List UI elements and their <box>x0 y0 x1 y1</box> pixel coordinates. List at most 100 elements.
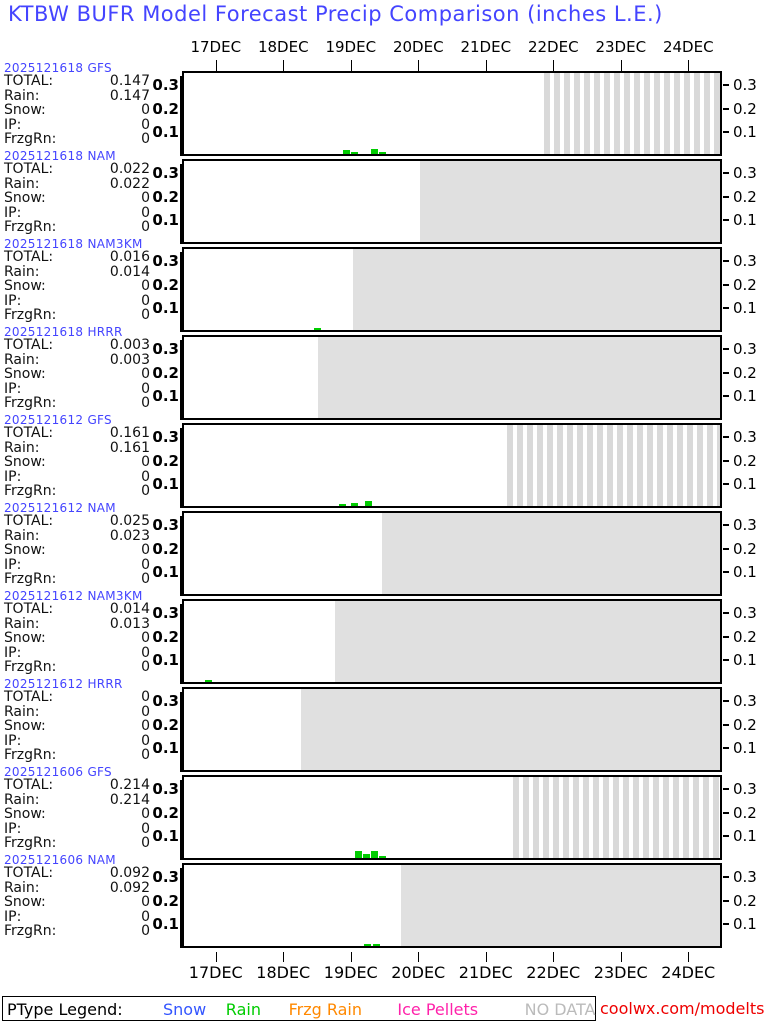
stat-key: FrzgRn: <box>4 747 57 764</box>
ptype-legend: PType Legend: Snow Rain Frzg Rain Ice Pellet… <box>0 996 768 1022</box>
top-axis-tick <box>283 60 285 71</box>
stat-value: 0 <box>141 556 150 573</box>
y-axis-tick-right <box>723 899 729 902</box>
stat-value: 0.147 <box>109 87 150 104</box>
top-axis-label: 21DEC <box>460 38 512 56</box>
y-axis-tick-label-right: 0.2 <box>733 99 757 118</box>
bottom-axis-tick <box>350 952 352 962</box>
y-axis-left: 0.3 0.2 0.1 <box>145 159 186 247</box>
y-axis-tick-label-right: 0.3 <box>733 868 757 887</box>
stat-row: TOTAL: 0.022 <box>4 162 150 177</box>
panel-stats: TOTAL: 0.147 Rain: 0.147 Snow: 0 IP: 0 FrzgRn: 0 <box>4 74 150 147</box>
top-axis-tick <box>350 60 352 71</box>
y-axis-tick-label-right: 0.1 <box>733 211 757 230</box>
y-axis-tick-label-left: 0.2 <box>152 363 179 382</box>
stat-value: 0.014 <box>109 263 150 280</box>
no-data-region <box>512 777 720 858</box>
y-axis-spine <box>180 516 182 596</box>
top-axis-label: 23DEC <box>595 38 647 56</box>
model-panel: 2025121612 NAM TOTAL: 0.025 Rain: 0.023 Snow:… <box>0 501 768 599</box>
stat-value: 0.014 <box>109 601 150 617</box>
stat-row: TOTAL: 0.161 <box>4 426 150 441</box>
y-axis-tick-label-left: 0.1 <box>152 739 179 758</box>
stat-key: Rain: <box>4 527 40 544</box>
model-run-label: 2025121612 NAM <box>4 501 116 515</box>
stat-value: 0 <box>141 204 150 221</box>
stat-row: IP: 0 <box>4 646 150 661</box>
top-axis-label: 18DEC <box>257 38 309 56</box>
y-axis-tick-right <box>723 788 729 791</box>
stat-key: FrzgRn: <box>4 219 57 236</box>
y-axis-left: 0.3 0.2 0.1 <box>145 335 186 423</box>
stat-row: Snow: 0 <box>4 191 150 206</box>
y-axis-tick-label-right: 0.1 <box>733 475 757 494</box>
precip-bar <box>371 851 379 858</box>
plot-area <box>182 247 722 332</box>
precip-bar <box>363 853 371 858</box>
stat-key: FrzgRn: <box>4 395 57 412</box>
no-data-region <box>334 601 720 682</box>
stat-row: TOTAL: 0.147 <box>4 74 150 89</box>
stat-value: 0 <box>141 102 150 119</box>
stat-value: 0 <box>141 703 150 720</box>
precip-bar <box>338 504 346 506</box>
stat-value: 0 <box>141 908 150 925</box>
y-axis-tick-label-right: 0.2 <box>733 627 757 646</box>
legend-credit-link[interactable]: coolwx.com/modelts <box>600 999 765 1018</box>
y-axis-tick-right <box>723 131 729 134</box>
y-axis-tick-right <box>723 107 729 110</box>
bottom-axis-tick <box>418 952 420 962</box>
stat-value: 0 <box>141 468 150 485</box>
y-axis-tick-right <box>723 747 729 750</box>
y-axis-tick-label-left: 0.1 <box>152 651 179 670</box>
top-axis-tick <box>620 60 622 71</box>
stat-row: IP: 0 <box>4 206 150 221</box>
top-date-axis: 17DEC 18DEC 19DEC 20DEC 21DEC 22DEC 23DEC 24DEC <box>182 38 722 71</box>
model-run-label: 2025121612 NAM3KM <box>4 589 143 603</box>
stat-key: TOTAL: <box>4 601 54 617</box>
stat-key: IP: <box>4 204 22 221</box>
plot-area <box>182 423 722 508</box>
stat-row: Snow: 0 <box>4 543 150 558</box>
stat-value: 0 <box>141 806 150 823</box>
stat-key: Snow: <box>4 366 46 383</box>
y-axis-tick-right <box>723 260 729 263</box>
no-data-region <box>544 73 720 154</box>
y-axis-tick-label-left: 0.3 <box>152 780 179 799</box>
stat-key: IP: <box>4 556 22 573</box>
plot-area <box>182 775 722 860</box>
stat-key: Snow: <box>4 454 46 471</box>
stat-row: FrzgRn: 0 <box>4 660 150 675</box>
y-axis-tick-label-left: 0.3 <box>152 252 179 271</box>
top-axis-tick <box>485 60 487 71</box>
y-axis-tick-label-right: 0.1 <box>733 563 757 582</box>
model-panel: 2025121618 NAM TOTAL: 0.022 Rain: 0.022 Snow:… <box>0 149 768 247</box>
panel-info: 2025121618 NAM TOTAL: 0.022 Rain: 0.022 Snow:… <box>2 149 150 247</box>
stat-key: Rain: <box>4 87 40 104</box>
stat-key: TOTAL: <box>4 689 54 705</box>
model-run-label: 2025121618 GFS <box>4 61 112 75</box>
y-axis-tick-label-right: 0.3 <box>733 76 757 95</box>
stat-row: Snow: 0 <box>4 719 150 734</box>
y-axis-tick-label-left: 0.3 <box>152 340 179 359</box>
panel-info: 2025121618 NAM3KM TOTAL: 0.016 Rain: 0.014 Sn… <box>2 237 150 335</box>
y-axis-spine <box>180 76 182 156</box>
y-axis-tick-right <box>723 348 729 351</box>
panel-info: 2025121618 HRRR TOTAL: 0.003 Rain: 0.003 Snow… <box>2 325 150 423</box>
stat-value: 0.214 <box>109 791 150 808</box>
panel-stats: TOTAL: 0.092 Rain: 0.092 Snow: 0 IP: 0 FrzgRn: 0 <box>4 866 150 939</box>
bottom-axis-label: 19DEC <box>323 963 378 982</box>
y-axis-right: 0.3 0.2 0.1 <box>722 687 768 775</box>
stat-row: IP: 0 <box>4 294 150 309</box>
top-axis-label: 17DEC <box>190 38 242 56</box>
panel-stats: TOTAL: 0.016 Rain: 0.014 Snow: 0 IP: 0 FrzgRn: 0 <box>4 250 150 323</box>
stat-key: FrzgRn: <box>4 835 57 852</box>
stat-row: IP: 0 <box>4 558 150 573</box>
stat-value: 0.013 <box>109 615 150 632</box>
y-axis-tick-label-right: 0.3 <box>733 692 757 711</box>
y-axis-tick-right <box>723 571 729 574</box>
stat-row: Snow: 0 <box>4 895 150 910</box>
y-axis-tick-label-right: 0.2 <box>733 891 757 910</box>
stat-row: Rain: 0.147 <box>4 87 150 104</box>
bottom-axis-label: 21DEC <box>458 963 513 982</box>
